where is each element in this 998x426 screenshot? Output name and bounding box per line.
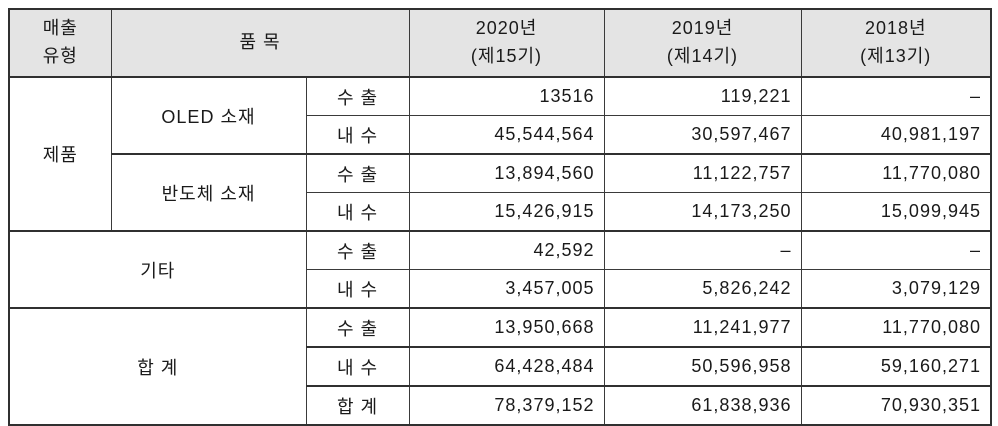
cell-channel-domestic: 내 수: [305, 115, 410, 155]
cell-channel-total: 합 계: [305, 385, 410, 426]
cell-value-2019: 61,838,936: [603, 385, 802, 426]
cell-value-2020: 13,950,668: [408, 307, 605, 348]
cell-value-2019: 14,173,250: [603, 192, 802, 232]
cell-channel-export: 수 출: [305, 76, 410, 116]
header-cell-year-2018: 2018년 (제13기): [800, 8, 992, 78]
cell-value-2020: 64,428,484: [408, 346, 605, 387]
table-row: 제품 OLED 소재 수 출 13516 119,221 –: [8, 76, 992, 232]
table-row: 내 수 15,426,915 14,173,250 15,099,945: [9, 192, 992, 232]
cell-channel-domestic: 내 수: [305, 192, 410, 232]
cell-item-others: 기타: [8, 230, 307, 309]
table-row: 반도체 소재 수 출 13,894,560 11,122,757 11,770,…: [9, 153, 992, 232]
cell-item-oled-material: OLED 소재: [110, 76, 307, 155]
cell-value-2020: 3,457,005: [408, 269, 605, 309]
cell-value-2018: 70,930,351: [800, 385, 992, 426]
cell-value-2018: 40,981,197: [800, 115, 992, 155]
cell-value-2019: 11,241,977: [603, 307, 802, 348]
cell-sales-type-product: 제품: [8, 76, 112, 232]
cell-channel-export: 수 출: [305, 307, 410, 348]
table-header: 매출 유형 품 목 2020년 (제15기) 2019년 (제14기) 2018…: [8, 8, 992, 78]
cell-value-2020: 78,379,152: [408, 385, 605, 426]
cell-item-semiconductor-material: 반도체 소재: [110, 153, 307, 232]
table-row: 내 수 45,544,564 30,597,467 40,981,197: [9, 115, 992, 155]
header-cell-sales-type: 매출 유형: [8, 8, 112, 78]
cell-value-2020: 42,592: [408, 230, 605, 270]
table-row: 기타 수 출 42,592 – –: [8, 230, 992, 309]
cell-item-total: 합 계: [8, 307, 307, 426]
cell-value-2018: –: [800, 76, 992, 116]
cell-value-2019: 119,221: [603, 76, 802, 116]
cell-channel-domestic: 내 수: [305, 269, 410, 309]
cell-value-2018: 11,770,080: [800, 153, 992, 193]
cell-value-2018: 15,099,945: [800, 192, 992, 232]
table-row: 합 계 78,379,152 61,838,936 70,930,351: [9, 385, 992, 426]
cell-value-2018: 11,770,080: [800, 307, 992, 348]
cell-value-2020: 45,544,564: [408, 115, 605, 155]
cell-value-2018: 3,079,129: [800, 269, 992, 309]
cell-value-2019: 11,122,757: [603, 153, 802, 193]
header-cell-item: 품 목: [110, 8, 410, 78]
table-row: 합 계 수 출 13,950,668 11,241,977 11,770,080: [8, 307, 992, 426]
sales-by-product-table: 매출 유형 품 목 2020년 (제15기) 2019년 (제14기) 2018…: [8, 8, 992, 426]
cell-value-2018: 59,160,271: [800, 346, 992, 387]
sales-table-container: 매출 유형 품 목 2020년 (제15기) 2019년 (제14기) 2018…: [8, 8, 992, 426]
cell-value-2019: 30,597,467: [603, 115, 802, 155]
table-body: 제품 OLED 소재 수 출 13516 119,221 – 내 수 45,54…: [8, 76, 992, 426]
table-row: 내 수 3,457,005 5,826,242 3,079,129: [9, 269, 992, 309]
header-row: 매출 유형 품 목 2020년 (제15기) 2019년 (제14기) 2018…: [8, 8, 992, 78]
table-row: 내 수 64,428,484 50,596,958 59,160,271: [9, 346, 992, 387]
header-cell-year-2019: 2019년 (제14기): [603, 8, 802, 78]
cell-value-2018: –: [800, 230, 992, 270]
cell-channel-export: 수 출: [305, 230, 410, 270]
cell-value-2020: 13,894,560: [408, 153, 605, 193]
cell-value-2020: 15,426,915: [408, 192, 605, 232]
cell-channel-domestic: 내 수: [305, 346, 410, 387]
cell-value-2019: 5,826,242: [603, 269, 802, 309]
cell-channel-export: 수 출: [305, 153, 410, 193]
cell-value-2020: 13516: [408, 76, 605, 116]
cell-value-2019: 50,596,958: [603, 346, 802, 387]
header-cell-year-2020: 2020년 (제15기): [408, 8, 605, 78]
cell-value-2019: –: [603, 230, 802, 270]
